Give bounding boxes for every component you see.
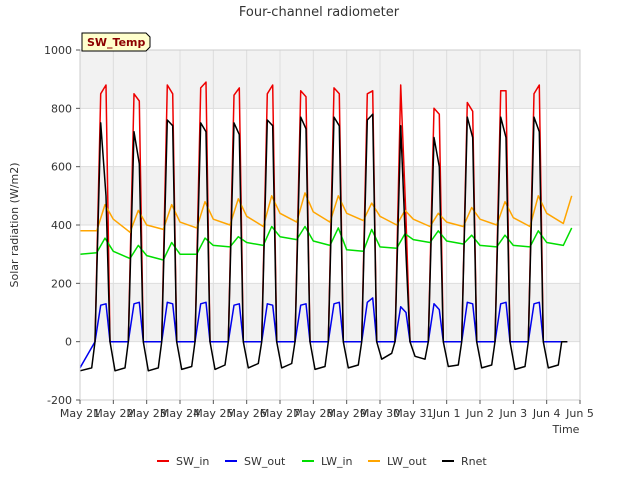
y-tick-label: 200 [51,277,72,290]
plot-band [80,50,580,109]
x-tick-label: May 28 [293,407,333,420]
x-tick-label: May 21 [60,407,100,420]
x-tick-label: Jun 5 [565,407,594,420]
series-group [79,81,573,372]
series-line-lw-out [80,192,573,234]
series-line-rnet [79,113,568,372]
x-tick-label: May 22 [93,407,133,420]
y-axis-label: Solar radiation (W/m2) [8,162,21,287]
chart-title: Four-channel radiometer [239,5,400,20]
legend-label: LW_out [387,455,427,468]
x-tick-label: May 30 [360,407,400,420]
legend-label: Rnet [461,455,487,468]
y-tick-labels: -200 0 200 400 600 800 1000 [44,44,80,407]
x-tick-label: Jun 4 [532,407,561,420]
legend-label: SW_out [244,455,286,468]
legend-label: LW_in [321,455,353,468]
y-tick-label: 600 [51,161,72,174]
x-tick-label: Jun 1 [432,407,461,420]
sw-temp-badge: SW_Temp [81,32,151,52]
x-tick-label: May 29 [327,407,367,420]
y-tick-label: 0 [65,336,72,349]
y-tick-label: 800 [51,102,72,115]
y-tick-label: 1000 [44,44,72,57]
x-tick-label: May 31 [393,407,433,420]
plot-band [80,166,580,225]
x-axis-label: Time [552,423,580,436]
x-tick-label: May 27 [260,407,300,420]
x-tick-label: Jun 2 [465,407,494,420]
x-tick-label: May 26 [227,407,267,420]
x-tick-label: May 23 [127,407,167,420]
x-tick-label: May 24 [160,407,200,420]
y-tick-label: -200 [47,394,72,407]
x-tick-label: May 25 [193,407,233,420]
y-tick-label: 400 [51,219,72,232]
x-tick-label: Jun 3 [498,407,527,420]
legend: SW_in SW_out LW_in LW_out Rnet [157,455,487,468]
sw-temp-badge-label: SW_Temp [87,36,146,49]
legend-label: SW_in [176,455,209,468]
